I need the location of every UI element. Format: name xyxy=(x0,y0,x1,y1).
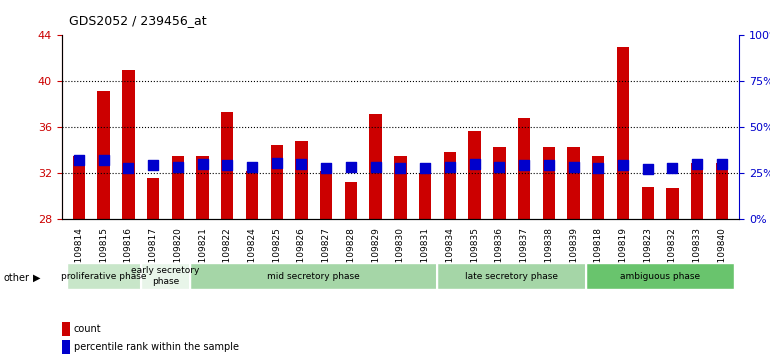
Point xyxy=(518,162,531,168)
Text: mid secretory phase: mid secretory phase xyxy=(267,272,360,281)
FancyBboxPatch shape xyxy=(66,263,141,289)
Bar xyxy=(370,114,382,219)
Point xyxy=(196,161,209,167)
Text: early secretory
phase: early secretory phase xyxy=(131,267,199,286)
Bar xyxy=(468,131,480,219)
Bar xyxy=(62,340,70,354)
Bar xyxy=(98,91,110,219)
Point xyxy=(98,157,110,162)
Bar xyxy=(320,171,333,219)
Bar xyxy=(419,173,431,219)
Bar xyxy=(296,141,308,219)
Bar xyxy=(72,156,85,219)
Bar xyxy=(617,47,629,219)
Point xyxy=(419,165,431,171)
FancyBboxPatch shape xyxy=(141,263,190,289)
Bar xyxy=(147,178,159,219)
Point xyxy=(493,164,505,169)
Point xyxy=(320,165,333,171)
Point xyxy=(691,161,703,167)
Bar xyxy=(666,188,678,219)
Bar xyxy=(493,147,505,219)
Bar xyxy=(246,171,258,219)
Text: ambiguous phase: ambiguous phase xyxy=(620,272,700,281)
Text: proliferative phase: proliferative phase xyxy=(61,272,146,281)
Point xyxy=(296,161,308,167)
Point xyxy=(246,164,258,169)
Point xyxy=(370,164,382,169)
Bar xyxy=(345,182,357,219)
Text: GDS2052 / 239456_at: GDS2052 / 239456_at xyxy=(69,14,207,27)
Text: late secretory phase: late secretory phase xyxy=(465,272,558,281)
Bar xyxy=(196,156,209,219)
Bar xyxy=(641,187,654,219)
Bar xyxy=(270,145,283,219)
Point xyxy=(543,162,555,168)
Bar xyxy=(172,156,184,219)
Point xyxy=(221,162,233,168)
Point xyxy=(716,161,728,167)
Point xyxy=(270,160,283,166)
Point xyxy=(592,165,604,171)
Text: percentile rank within the sample: percentile rank within the sample xyxy=(74,342,239,352)
Point xyxy=(72,157,85,162)
Bar xyxy=(567,147,580,219)
Bar xyxy=(394,156,407,219)
FancyBboxPatch shape xyxy=(437,263,586,289)
Point xyxy=(468,161,480,167)
Bar xyxy=(715,163,728,219)
FancyBboxPatch shape xyxy=(190,263,437,289)
Text: ▶: ▶ xyxy=(33,273,41,283)
Bar xyxy=(691,163,703,219)
Point xyxy=(394,165,407,171)
Bar xyxy=(122,70,135,219)
Point xyxy=(172,164,184,169)
Point xyxy=(444,164,456,169)
Bar xyxy=(543,147,555,219)
Point xyxy=(147,162,159,168)
Point xyxy=(641,166,654,172)
Bar xyxy=(444,152,456,219)
Bar xyxy=(518,118,531,219)
FancyBboxPatch shape xyxy=(586,263,735,289)
Bar xyxy=(221,113,233,219)
Point xyxy=(617,162,629,168)
Bar xyxy=(62,322,70,336)
Point xyxy=(345,164,357,169)
Point xyxy=(122,165,135,171)
Point xyxy=(666,165,678,171)
Text: other: other xyxy=(4,273,30,283)
Point xyxy=(567,164,580,169)
Text: count: count xyxy=(74,324,102,334)
Bar xyxy=(592,156,604,219)
